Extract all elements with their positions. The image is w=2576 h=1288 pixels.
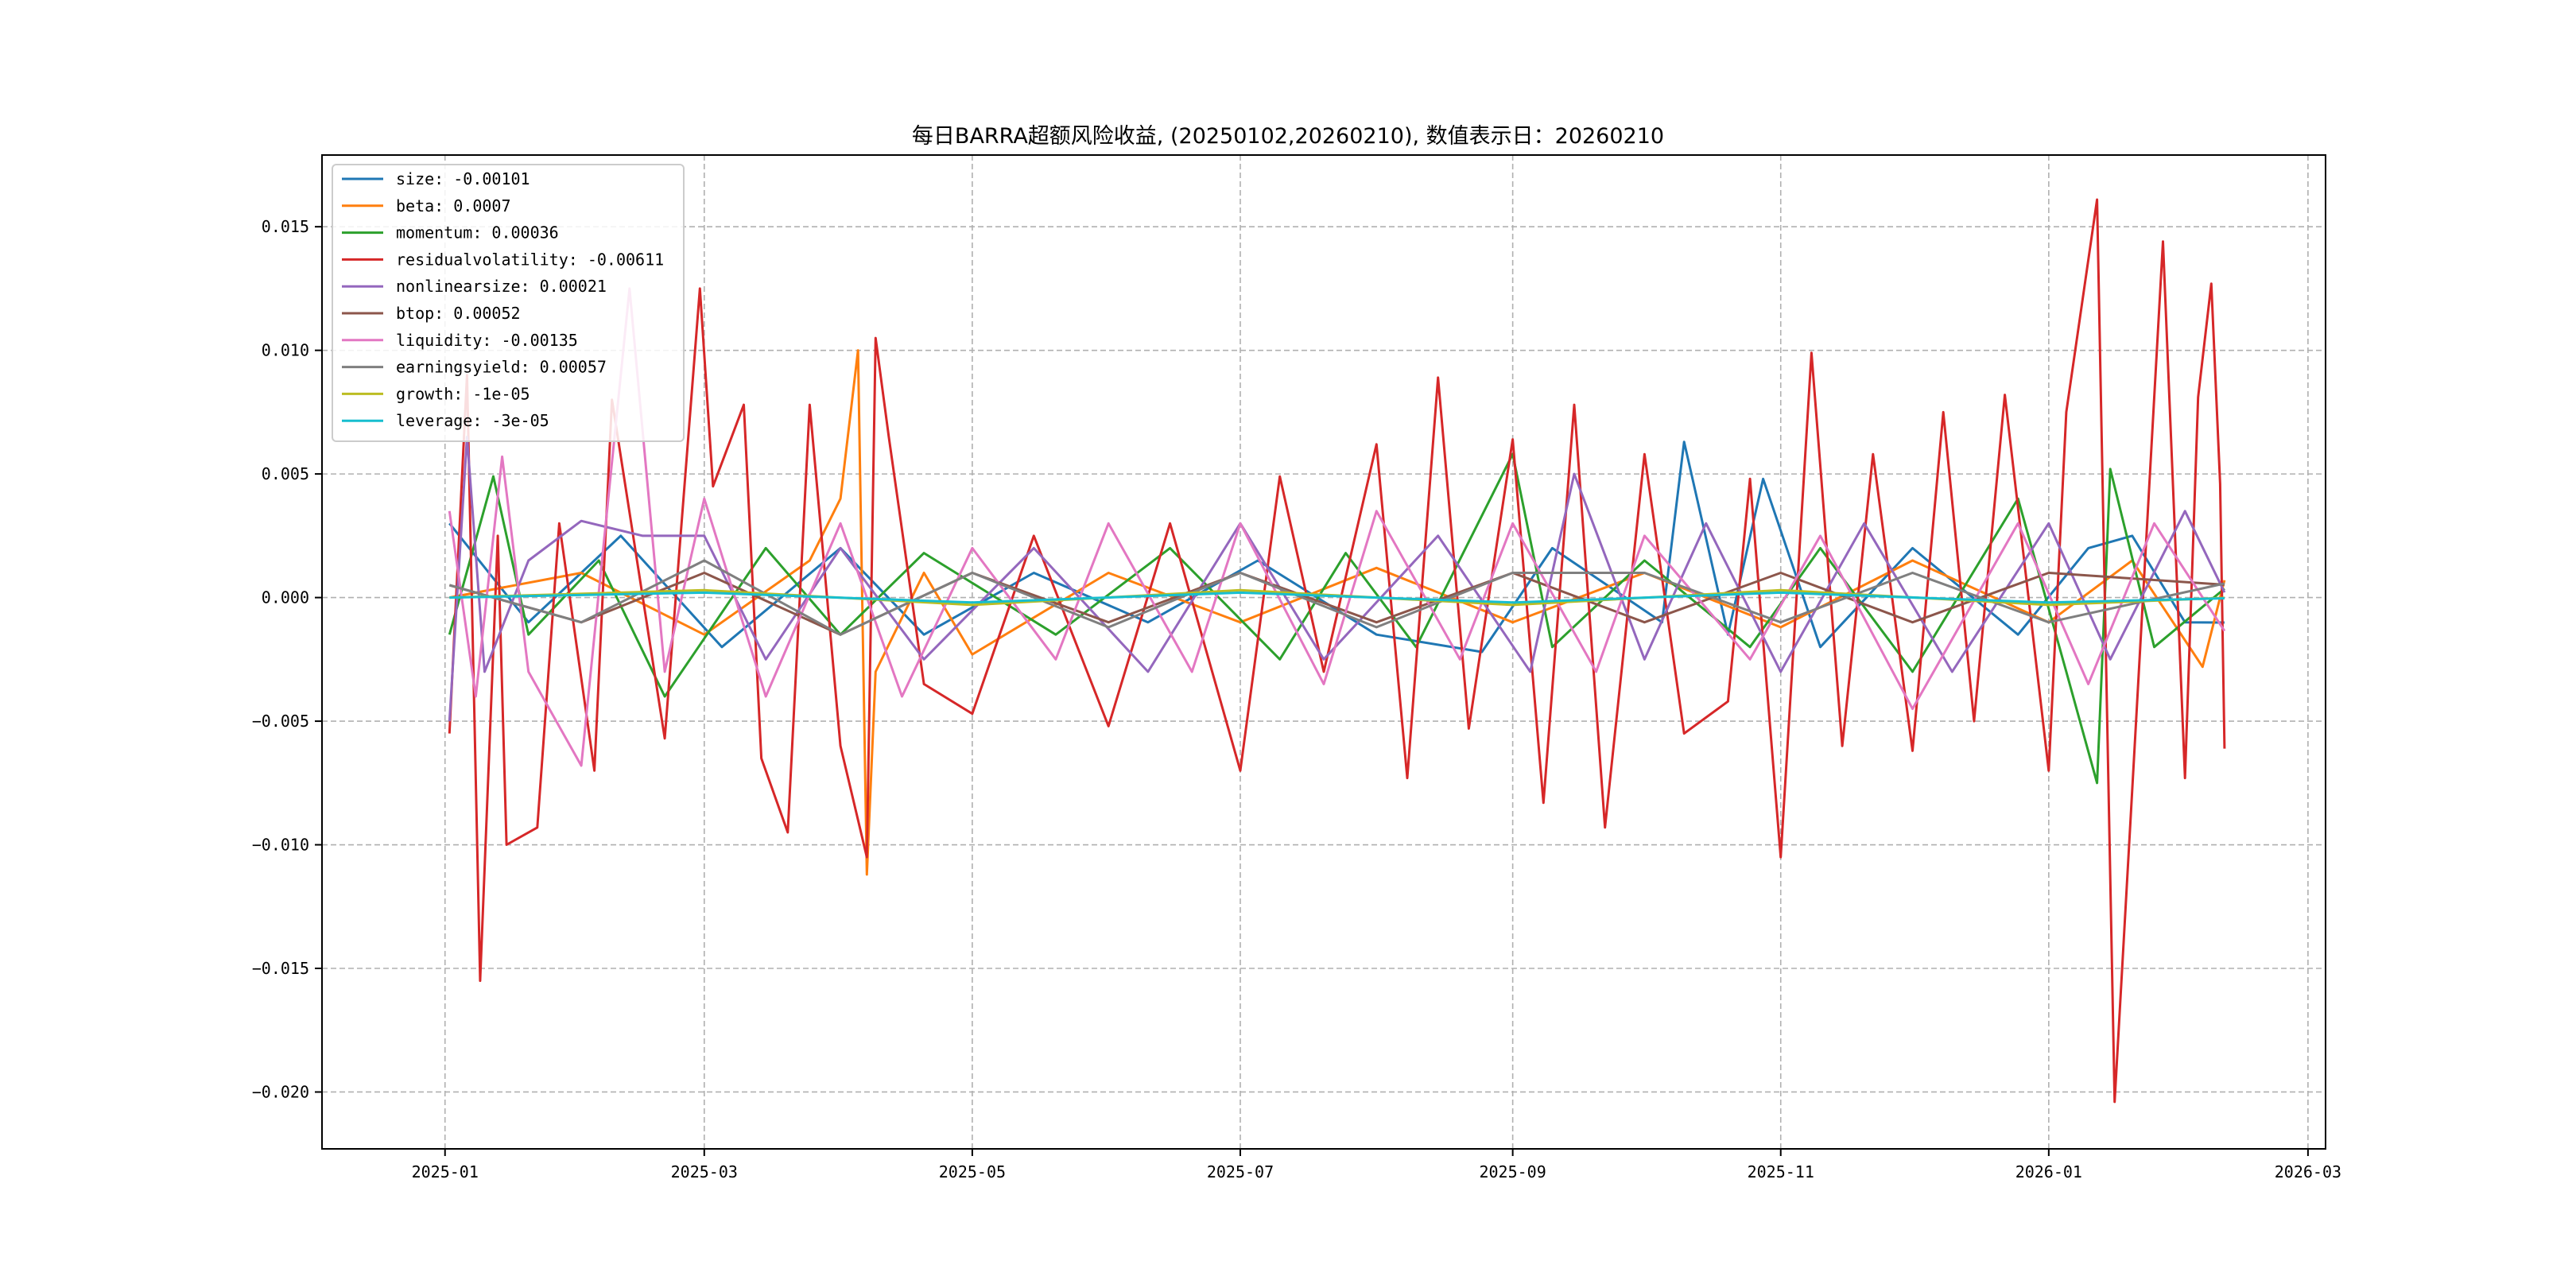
y-tick-label: 0.000 (262, 588, 309, 607)
legend-entry: beta: 0.0007 (396, 196, 511, 215)
y-axis: −0.020 −0.015 −0.010 −0.005 0.000 0.005 0.010 0… (252, 217, 322, 1101)
series-line (448, 572, 2225, 636)
series-line (448, 198, 2226, 1104)
series-line (449, 591, 2225, 604)
legend-entry: nonlinearsize: 0.00021 (396, 277, 607, 296)
x-tick-label: 2025-09 (1479, 1162, 1546, 1181)
series-line (448, 559, 2225, 636)
y-tick-label: 0.015 (262, 217, 309, 236)
grid-layer (322, 155, 2326, 1149)
legend-entry: momentum: 0.00036 (396, 223, 559, 242)
legend-entry: btop: 0.00052 (396, 304, 521, 323)
legend-entry: earningsyield: 0.00057 (396, 358, 607, 377)
y-tick-label: 0.005 (262, 464, 309, 483)
chart-title: 每日BARRA超额风险收益, (20250102,20260210), 数值表示… (912, 124, 1664, 149)
x-tick-label: 2025-03 (671, 1162, 738, 1181)
y-tick-label: −0.010 (252, 836, 309, 855)
x-tick-label: 2026-03 (2275, 1162, 2341, 1181)
series-layer (448, 198, 2226, 1104)
x-axis: 2025-01 2025-03 2025-05 2025-07 2025-09 2025-… (412, 1149, 2341, 1181)
y-tick-label: −0.005 (252, 712, 309, 731)
legend: size: -0.00101 beta: 0.0007 momentum: 0.00… (332, 164, 685, 442)
x-tick-label: 2025-07 (1207, 1162, 1274, 1181)
y-tick-label: 0.010 (262, 341, 309, 360)
series-line (448, 452, 2225, 785)
x-tick-label: 2026-01 (2015, 1162, 2082, 1181)
legend-entry: size: -0.00101 (396, 169, 530, 188)
x-tick-label: 2025-05 (939, 1162, 1006, 1181)
plot-area-frame (321, 154, 2326, 1150)
legend-entry: liquidity: -0.00135 (396, 331, 578, 350)
y-tick-label: −0.020 (252, 1082, 309, 1101)
y-tick-label: −0.015 (252, 959, 309, 978)
x-tick-label: 2025-01 (412, 1162, 479, 1181)
legend-entry: leverage: -3e-05 (396, 411, 549, 430)
legend-entry: growth: -1e-05 (396, 384, 530, 403)
legend-box (332, 164, 685, 442)
legend-entry: residualvolatility: -0.00611 (396, 250, 664, 269)
x-tick-label: 2025-11 (1748, 1162, 1814, 1181)
